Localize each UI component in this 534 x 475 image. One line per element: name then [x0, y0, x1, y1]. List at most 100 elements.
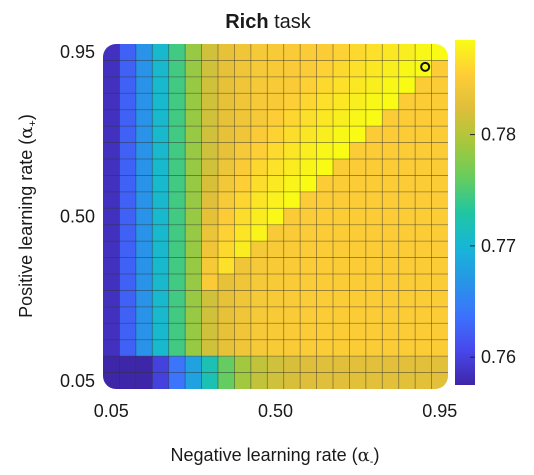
- heatmap-cell: [168, 208, 186, 226]
- heatmap-cells: [103, 44, 448, 389]
- heatmap-cell: [415, 93, 433, 111]
- heatmap-cell: [135, 356, 153, 374]
- heatmap-cell: [135, 76, 153, 94]
- heatmap-cell: [333, 159, 350, 176]
- heatmap-cell: [283, 175, 301, 193]
- heatmap-cell: [316, 257, 334, 275]
- colorbar: [455, 40, 475, 385]
- heatmap-cell: [218, 159, 235, 176]
- heatmap-cell: [152, 44, 170, 61]
- heatmap-cell: [201, 159, 219, 176]
- heatmap-cell: [283, 241, 301, 259]
- heatmap-cell: [168, 306, 186, 324]
- heatmap-cell: [283, 274, 301, 291]
- heatmap-cell: [201, 60, 219, 78]
- heatmap-cell: [234, 290, 252, 308]
- heatmap-cell: [185, 76, 203, 94]
- heatmap-cell: [135, 306, 153, 324]
- heatmap-cell: [201, 241, 219, 259]
- heatmap-cell: [415, 372, 433, 389]
- heatmap-cell: [152, 109, 170, 127]
- heatmap-cell: [365, 339, 383, 357]
- colorbar-ticks: 0.76 0.77 0.78: [470, 125, 516, 367]
- heatmap-cell: [283, 208, 301, 226]
- heatmap-cell: [415, 76, 433, 94]
- heatmap-cell: [250, 60, 268, 78]
- heatmap-cell: [382, 109, 400, 127]
- heatmap-cell: [333, 306, 350, 324]
- heatmap-cell: [431, 60, 448, 78]
- heatmap-cell: [283, 290, 301, 308]
- heatmap-cell: [415, 274, 433, 291]
- heatmap-cell: [119, 372, 137, 389]
- heatmap-cell: [349, 356, 367, 374]
- heatmap-cell: [152, 339, 170, 357]
- heatmap-cell: [168, 44, 186, 61]
- heatmap-cell: [103, 339, 120, 357]
- heatmap-cell: [398, 109, 416, 127]
- heatmap-cell: [300, 323, 318, 341]
- heatmap-cell: [119, 323, 137, 341]
- heatmap-cell: [415, 126, 433, 144]
- heatmap-cell: [349, 44, 367, 61]
- chart-title-bold: Rich: [225, 11, 268, 33]
- heatmap-cell: [316, 356, 334, 374]
- heatmap-cell: [415, 191, 433, 209]
- heatmap-cell: [431, 126, 448, 144]
- heatmap-cell: [398, 339, 416, 357]
- heatmap-cell: [234, 126, 252, 144]
- heatmap-cell: [283, 126, 301, 144]
- heatmap-cell: [185, 159, 203, 176]
- heatmap-cell: [333, 356, 350, 374]
- heatmap-cell: [300, 241, 318, 259]
- heatmap-cell: [316, 109, 334, 127]
- heatmap-cell: [398, 142, 416, 160]
- heatmap-cell: [415, 44, 433, 61]
- heatmap-cell: [431, 191, 448, 209]
- heatmap-cell: [103, 76, 120, 94]
- heatmap-cell: [218, 356, 235, 374]
- heatmap-cell: [283, 257, 301, 275]
- heatmap-cell: [218, 224, 235, 242]
- heatmap-cell: [185, 339, 203, 357]
- heatmap-cell: [267, 306, 285, 324]
- heatmap-cell: [415, 241, 433, 259]
- heatmap-cell: [152, 208, 170, 226]
- heatmap-cell: [185, 224, 203, 242]
- heatmap-cell: [333, 257, 350, 275]
- heatmap-cell: [250, 241, 268, 259]
- heatmap-cell: [234, 142, 252, 160]
- heatmap-cell: [168, 60, 186, 78]
- heatmap-cell: [119, 339, 137, 357]
- heatmap-cell: [316, 372, 334, 389]
- heatmap-cell: [250, 306, 268, 324]
- heatmap-cell: [267, 224, 285, 242]
- heatmap-cell: [398, 175, 416, 193]
- heatmap-cell: [431, 339, 448, 357]
- heatmap-cell: [267, 44, 285, 61]
- heatmap-cell: [267, 290, 285, 308]
- heatmap-cell: [103, 290, 120, 308]
- heatmap-cell: [415, 208, 433, 226]
- heatmap-cell: [431, 109, 448, 127]
- heatmap-cell: [201, 339, 219, 357]
- heatmap-cell: [234, 191, 252, 209]
- heatmap-cell: [382, 208, 400, 226]
- heatmap-cell: [185, 372, 203, 389]
- heatmap-cell: [234, 208, 252, 226]
- heatmap-cell: [119, 191, 137, 209]
- heatmap-cell: [349, 241, 367, 259]
- heatmap-cell: [398, 60, 416, 78]
- heatmap-cell: [218, 323, 235, 341]
- heatmap-cell: [431, 356, 448, 374]
- heatmap-cell: [135, 224, 153, 242]
- heatmap-cell: [382, 191, 400, 209]
- heatmap-cell: [349, 306, 367, 324]
- heatmap-cell: [103, 224, 120, 242]
- heatmap-cell: [300, 126, 318, 144]
- heatmap-cell: [349, 142, 367, 160]
- heatmap-cell: [168, 274, 186, 291]
- heatmap-cell: [250, 159, 268, 176]
- heatmap-cell: [316, 60, 334, 78]
- heatmap-cell: [103, 356, 120, 374]
